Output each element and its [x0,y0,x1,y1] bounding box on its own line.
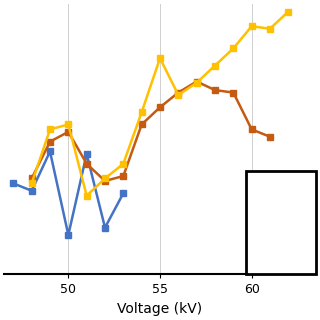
X-axis label: Voltage (kV): Voltage (kV) [117,302,203,316]
Gold [48,127,52,131]
Burnt Orange [176,91,180,94]
Gold [195,81,199,85]
Blue [103,226,107,229]
Line: Gold: Gold [28,8,292,199]
Blue [121,191,125,195]
Gold [286,10,290,13]
Line: Burnt Orange: Burnt Orange [28,78,274,184]
Burnt Orange [158,105,162,109]
Gold [176,93,180,97]
Burnt Orange [231,91,235,94]
Gold [268,27,272,31]
Gold [213,64,217,68]
Blue [12,181,15,185]
Gold [140,110,144,114]
Burnt Orange [195,80,199,84]
Burnt Orange [30,177,34,180]
Gold [121,162,125,166]
Burnt Orange [213,88,217,92]
Line: Blue: Blue [10,148,127,238]
Burnt Orange [121,174,125,178]
Burnt Orange [85,162,89,166]
Gold [231,46,235,50]
Gold [85,194,89,198]
Burnt Orange [67,130,70,134]
Blue [48,149,52,153]
Gold [67,123,70,126]
Gold [250,24,253,28]
Gold [30,181,34,185]
Burnt Orange [103,179,107,183]
Burnt Orange [48,140,52,144]
Blue [85,152,89,156]
Burnt Orange [268,135,272,139]
Blue [67,233,70,237]
Blue [30,189,34,193]
Bar [246,171,316,274]
Burnt Orange [140,123,144,126]
Burnt Orange [250,127,253,131]
Gold [103,177,107,180]
Gold [158,56,162,60]
